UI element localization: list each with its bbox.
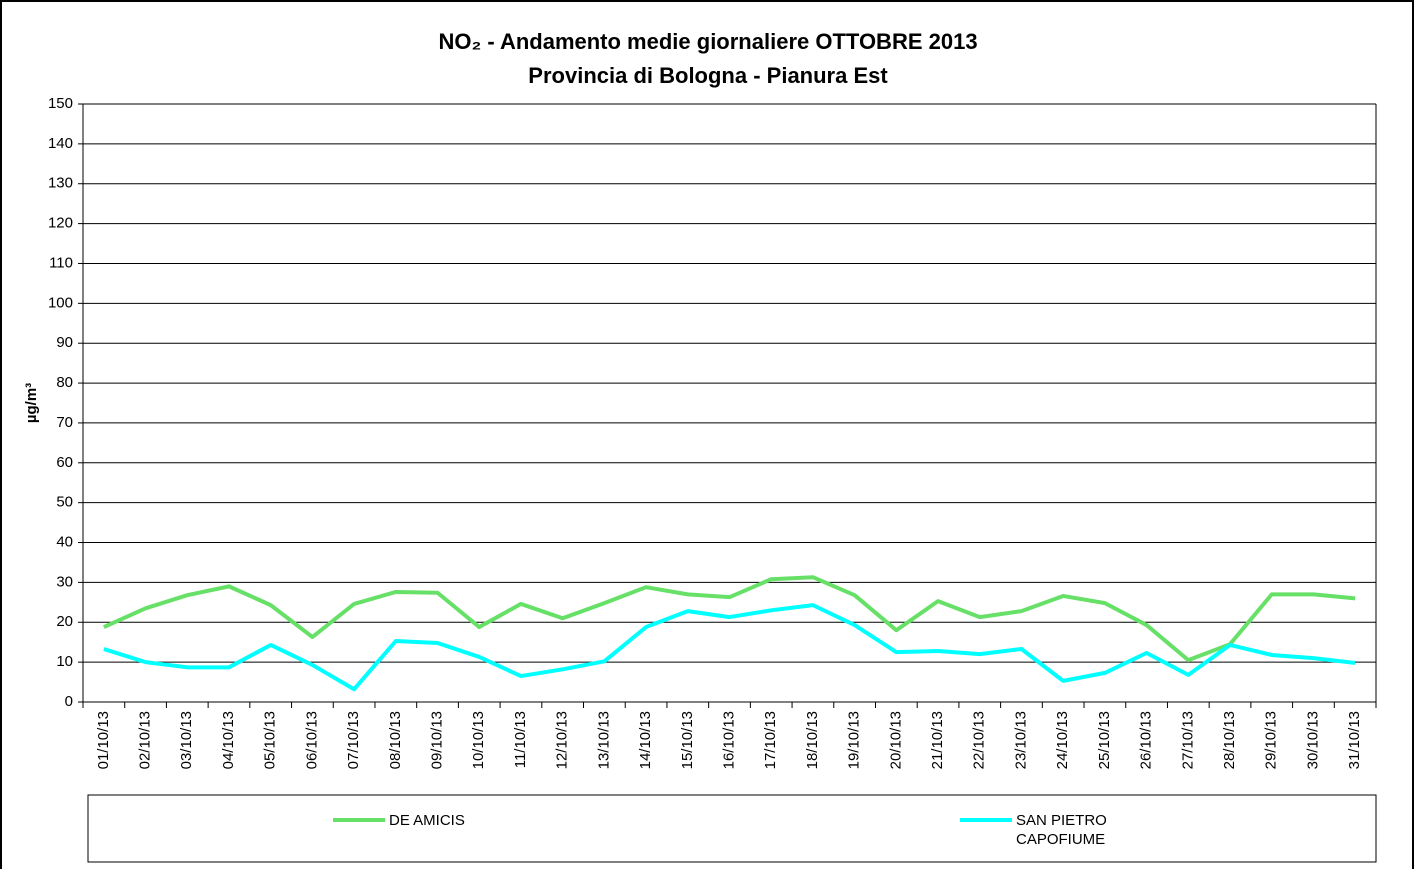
- x-tick-label: 16/10/13: [720, 711, 737, 769]
- y-tick-label: 110: [49, 254, 73, 271]
- y-tick-label: 20: [56, 613, 73, 630]
- x-tick-label: 17/10/13: [762, 711, 779, 769]
- y-tick-label: 130: [48, 175, 73, 192]
- x-tick-label: 14/10/13: [637, 711, 654, 769]
- x-tick-label: 31/10/13: [1346, 711, 1363, 769]
- x-tick-label: 27/10/13: [1179, 711, 1196, 769]
- legend-box: [87, 794, 1377, 863]
- x-tick-label: 26/10/13: [1138, 711, 1155, 769]
- x-tick-label: 19/10/13: [846, 711, 863, 769]
- series-line: [103, 575, 1356, 663]
- y-tick-label: 10: [56, 653, 73, 670]
- y-tick-label: 90: [56, 334, 73, 351]
- x-tick-label: 10/10/13: [470, 711, 487, 769]
- x-tick-label: 25/10/13: [1096, 711, 1113, 769]
- x-tick-label: 20/10/13: [887, 711, 904, 769]
- y-tick-label: 80: [56, 374, 73, 391]
- x-tick-label: 01/10/13: [95, 711, 112, 769]
- x-tick-label: 13/10/13: [595, 711, 612, 769]
- x-tick-label: 03/10/13: [178, 711, 195, 769]
- x-tick-label: 12/10/13: [554, 711, 571, 769]
- x-tick-label: 29/10/13: [1263, 711, 1280, 769]
- x-tick-label: 11/10/13: [512, 711, 529, 768]
- y-tick-label: 140: [48, 135, 73, 152]
- x-tick-label: 30/10/13: [1304, 711, 1321, 769]
- x-tick-label: 09/10/13: [429, 711, 446, 769]
- x-tick-label: 05/10/13: [262, 711, 279, 769]
- y-tick-label: 150: [48, 95, 73, 112]
- x-tick-label: 15/10/13: [679, 711, 696, 769]
- x-tick-label: 02/10/13: [137, 711, 154, 769]
- x-tick-label: 06/10/13: [303, 711, 320, 769]
- y-tick-label: 70: [56, 414, 73, 431]
- x-tick-label: 08/10/13: [387, 711, 404, 769]
- chart-subtitle: Provincia di Bologna - Pianura Est: [528, 63, 888, 88]
- y-tick-label: 50: [56, 494, 73, 511]
- y-axis-label: µg/m³: [23, 383, 40, 423]
- series-line: [103, 603, 1356, 692]
- y-tick-label: 120: [48, 215, 73, 232]
- y-tick-label: 60: [56, 454, 73, 471]
- x-tick-label: 24/10/13: [1054, 711, 1071, 769]
- y-tick-label: 40: [56, 534, 73, 551]
- y-tick-label: 30: [56, 573, 73, 590]
- x-tick-label: 21/10/13: [929, 711, 946, 769]
- x-tick-label: 18/10/13: [804, 711, 821, 769]
- x-tick-label: 22/10/13: [971, 711, 988, 769]
- chart-title: NO₂ - Andamento medie giornaliere OTTOBR…: [438, 29, 977, 54]
- x-tick-label: 23/10/13: [1012, 711, 1029, 769]
- legend-label: DE AMICIS: [389, 812, 465, 829]
- x-tick-label: 28/10/13: [1221, 711, 1238, 769]
- y-tick-label: 100: [48, 294, 73, 311]
- x-tick-label: 04/10/13: [220, 711, 237, 769]
- y-tick-label: 0: [65, 693, 73, 710]
- x-tick-label: 07/10/13: [345, 711, 362, 769]
- legend-label: SAN PIETRO CAPOFIUME: [1016, 812, 1107, 848]
